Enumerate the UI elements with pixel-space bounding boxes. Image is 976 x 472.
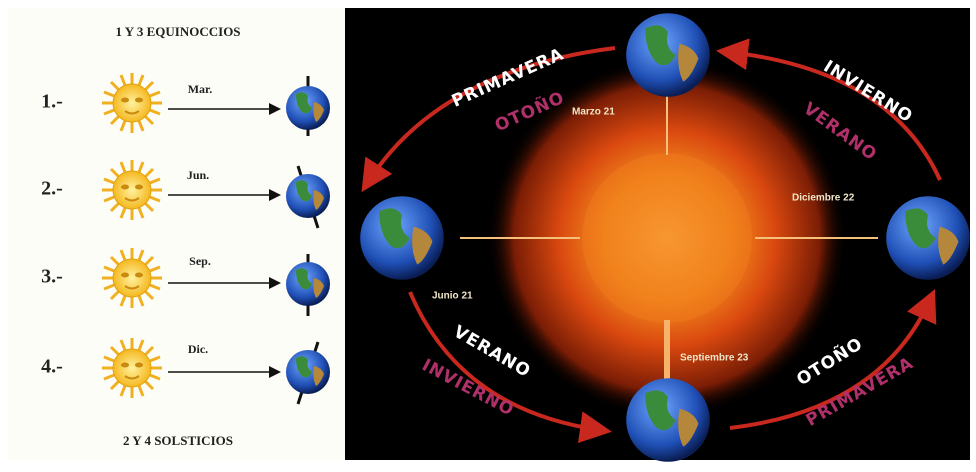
sun-icon — [102, 160, 162, 220]
sun-core — [582, 153, 752, 323]
globe — [286, 262, 330, 306]
diagram: 1 Y 3 EQUINOCCIOS 1.- Mar. 2.- Jun. 3.- … — [0, 0, 976, 467]
date-label: Diciembre 22 — [792, 193, 855, 204]
left-footer: 2 Y 4 SOLSTICIOS — [123, 433, 233, 448]
page: {"left_panel": {"title": "1 Y 3 EQUINOCC… — [0, 0, 976, 467]
row-month: Dic. — [188, 342, 208, 356]
globe — [886, 196, 970, 280]
globe — [286, 350, 330, 394]
row-month: Sep. — [189, 254, 211, 268]
sun-icon — [102, 73, 162, 133]
left-panel — [8, 8, 345, 460]
row-month: Mar. — [188, 82, 213, 96]
row-number: 4.- — [41, 356, 63, 378]
globe — [626, 378, 710, 462]
row-number: 2.- — [41, 178, 63, 200]
date-label: Marzo 21 — [572, 107, 615, 118]
globe — [626, 13, 710, 97]
date-label: Junio 21 — [432, 291, 473, 302]
left-title: 1 Y 3 EQUINOCCIOS — [115, 24, 240, 39]
globe — [286, 86, 330, 130]
date-label: Septiembre 23 — [680, 353, 749, 364]
globe — [360, 196, 444, 280]
row-month: Jun. — [187, 168, 209, 182]
row-number: 3.- — [41, 266, 63, 288]
sun-icon — [102, 338, 162, 398]
globe — [286, 174, 330, 218]
row-number: 1.- — [41, 91, 63, 113]
sun-icon — [102, 248, 162, 308]
